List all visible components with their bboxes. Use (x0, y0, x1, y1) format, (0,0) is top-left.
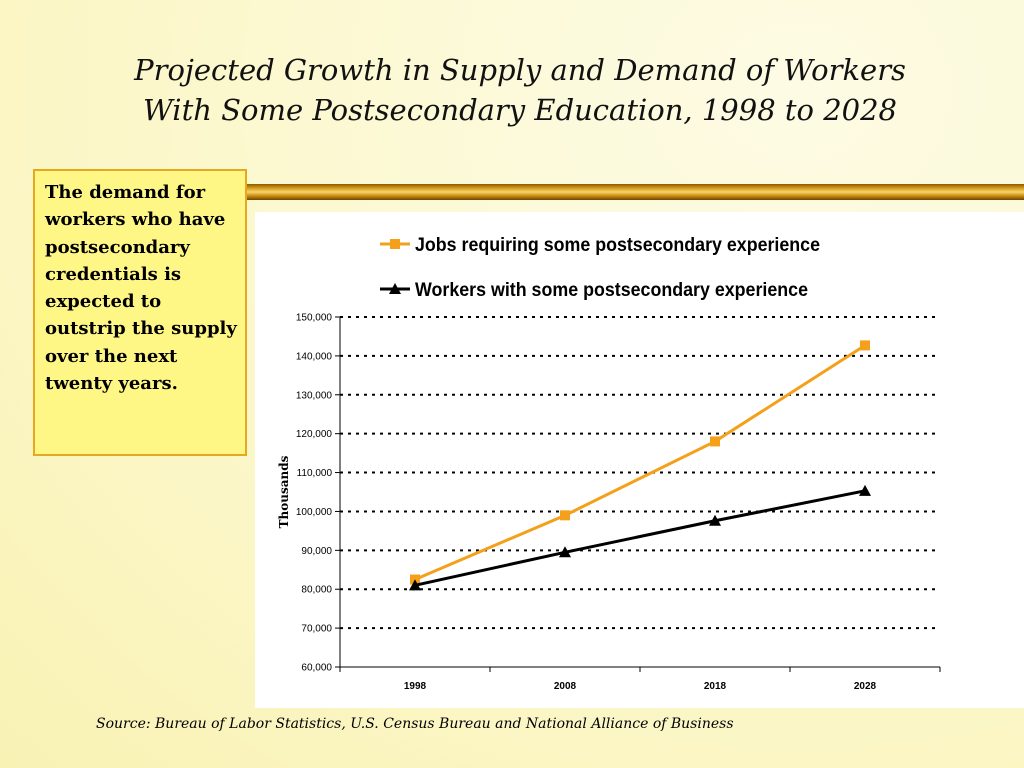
series-1-point (560, 510, 570, 521)
series-2-point (709, 514, 721, 526)
y-tick-label: 120,000 (296, 429, 333, 440)
y-tick-label: 70,000 (301, 624, 332, 635)
x-tick-label: 2028 (854, 681, 877, 692)
series-line-1 (414, 344, 866, 581)
series-2-point (559, 546, 571, 558)
slide-title-line-2: With Some Postsecondary Education, 1998 … (143, 93, 897, 127)
series-1-point (710, 436, 720, 447)
legend-label-1: Jobs requiring some postsecondary experi… (415, 235, 820, 256)
callout-text: The demand for workers who have postseco… (45, 182, 237, 395)
y-tick-label: 130,000 (296, 390, 333, 401)
y-tick-label: 90,000 (301, 546, 332, 557)
legend-label-2: Workers with some postsecondary experien… (415, 280, 808, 301)
x-tick-label: 1998 (404, 681, 427, 692)
y-tick-label: 150,000 (296, 313, 333, 324)
decorative-gold-bar (245, 184, 1024, 200)
legend-marker-1 (390, 239, 400, 249)
series-1-point (860, 340, 870, 351)
series-line-2 (414, 489, 866, 587)
callout-box: The demand for workers who have postseco… (33, 169, 247, 456)
y-tick-label: 110,000 (297, 468, 333, 479)
slide-title: Projected Growth in Supply and Demand of… (60, 50, 980, 130)
x-tick-label: 2018 (704, 681, 727, 692)
x-tick-label: 2008 (554, 681, 577, 692)
y-tick-label: 80,000 (301, 585, 332, 596)
legend-marker-2 (389, 283, 401, 294)
series-2-point (409, 579, 421, 591)
chart-panel: 60,000 70,000 80,000 90,000 100,000 110,000 12… (255, 212, 1024, 708)
y-tick-label: 100,000 (296, 507, 333, 518)
line-chart: 60,000 70,000 80,000 90,000 100,000 110,000 12… (277, 235, 941, 692)
source-note: Source: Bureau of Labor Statistics, U.S.… (96, 716, 734, 732)
series-2-point (859, 484, 871, 496)
y-axis-title: Thousands (277, 455, 291, 528)
y-tick-label: 140,000 (296, 351, 333, 362)
slide-title-line-1: Projected Growth in Supply and Demand of… (134, 53, 906, 87)
y-tick-label: 60,000 (301, 663, 332, 674)
